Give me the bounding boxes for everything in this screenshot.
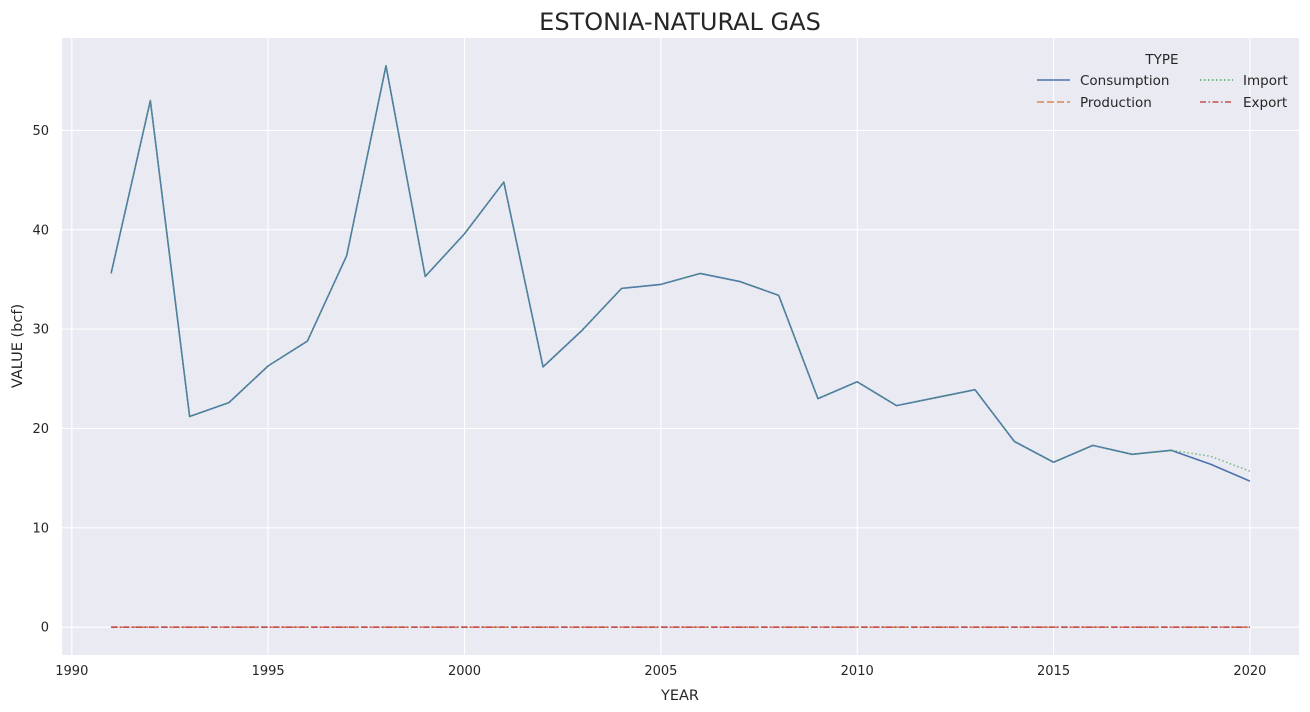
x-tick-label: 1995 [252,664,285,679]
x-tick-label: 2020 [1233,664,1266,679]
x-tick-label: 2000 [448,664,481,679]
x-tick-labels: 1990 1995 2000 2005 2010 2015 2020 [55,664,1266,679]
y-tick-label: 20 [32,422,49,437]
series-line-import [110,65,1251,472]
y-tick-label: 30 [32,323,49,338]
x-axis-label: YEAR [660,688,699,704]
x-tick-label: 2005 [644,664,677,679]
series-lines [110,65,1251,628]
y-tick-label: 0 [41,621,49,636]
legend-label-production: Production [1080,95,1152,111]
x-tick-label: 2015 [1037,664,1070,679]
legend: TYPE Consumption Production Import Export [1037,52,1288,111]
y-tick-labels: 0 10 20 30 40 50 [32,124,49,636]
legend-label-import: Import [1243,73,1288,89]
legend-label-export: Export [1243,95,1287,111]
y-tick-label: 50 [32,124,49,139]
legend-title: TYPE [1144,52,1178,68]
y-tick-label: 10 [32,521,49,536]
y-tick-label: 40 [32,223,49,238]
chart-title: ESTONIA-NATURAL GAS [539,8,821,36]
legend-label-consumption: Consumption [1080,73,1169,89]
grid [62,38,1299,655]
y-axis-label: VALUE (bcf) [10,304,26,388]
x-tick-label: 2010 [841,664,874,679]
x-tick-label: 1990 [55,664,88,679]
